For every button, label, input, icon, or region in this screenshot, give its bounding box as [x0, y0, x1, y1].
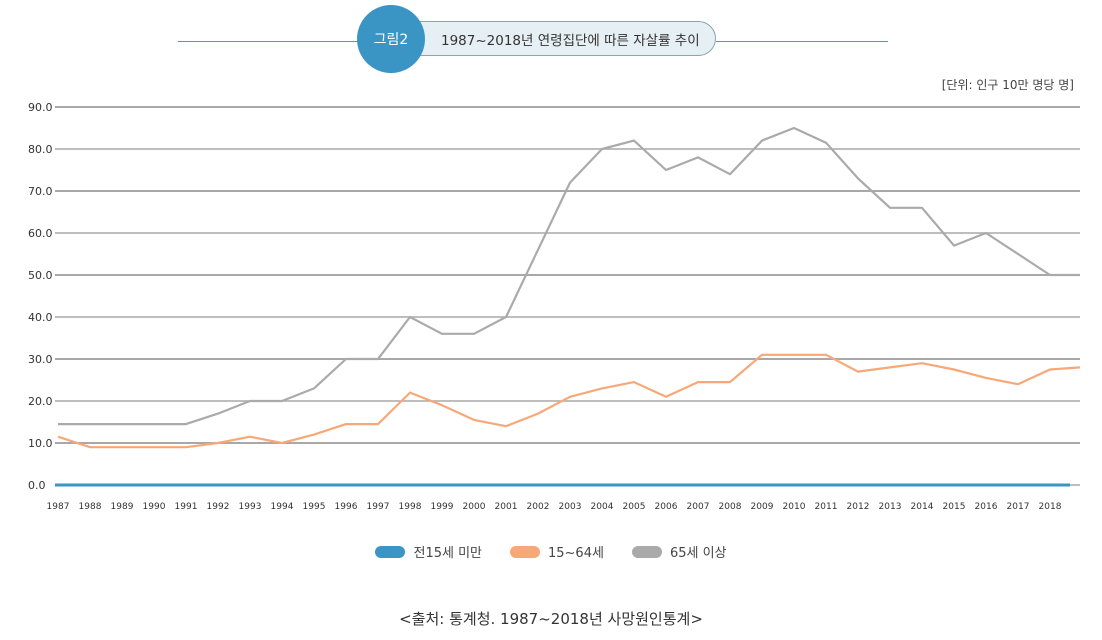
x-tick-label: 1987 [47, 502, 70, 512]
y-tick-label: 50.0 [28, 269, 53, 282]
x-tick-label: 2017 [1007, 502, 1030, 512]
x-tick-label: 1997 [367, 502, 390, 512]
y-tick-label: 80.0 [28, 143, 53, 156]
x-tick-label: 1990 [143, 502, 166, 512]
x-tick-label: 1993 [239, 502, 262, 512]
y-tick-label: 60.0 [28, 227, 53, 240]
legend-item: 전15세 미만 [375, 542, 482, 561]
x-tick-label: 2013 [879, 502, 902, 512]
y-tick-label: 30.0 [28, 353, 53, 366]
legend-swatch [510, 545, 540, 558]
line-chart: 0.0 10.0 20.0 30.0 40.0 50.0 60.0 70.0 80.0 90.0 1… [28, 101, 1081, 512]
legend-swatch [631, 545, 662, 558]
x-tick-label: 2015 [943, 502, 966, 512]
x-tick-label: 1992 [207, 502, 230, 512]
x-tick-label: 2001 [495, 502, 518, 512]
legend-swatch [375, 545, 406, 558]
x-tick-label: 2014 [911, 502, 934, 512]
legend-label: 65세 이상 [669, 546, 727, 561]
y-tick-label: 40.0 [28, 311, 53, 324]
x-tick-label: 2003 [559, 502, 582, 512]
x-tick-label: 2000 [463, 502, 486, 512]
legend-label: 전15세 미만 [413, 546, 482, 561]
y-tick-label: 10.0 [28, 437, 53, 450]
x-tick-label: 1994 [271, 502, 294, 512]
x-tick-label: 1995 [303, 502, 326, 512]
source-note: <출처: 통계청. 1987~2018년 사망원인통계> [399, 610, 703, 628]
x-tick-label: 1989 [111, 502, 134, 512]
x-tick-label: 2005 [623, 502, 646, 512]
y-tick-label: 20.0 [28, 395, 53, 408]
x-tick-label: 2011 [815, 502, 838, 512]
series-line-2 [58, 126, 1080, 426]
legend: 전15세 미만 15~64세 65세 이상 [0, 542, 1102, 561]
x-tick-label: 1996 [335, 502, 358, 512]
y-tick-label: 70.0 [28, 185, 53, 198]
x-tick-label: 2009 [751, 502, 774, 512]
chart-title: 1987~2018년 연령집단에 따른 자살률 추이 [400, 21, 716, 56]
x-tick-label: 2018 [1039, 502, 1062, 512]
legend-label: 15~64세 [548, 546, 604, 561]
x-tick-label: 1991 [175, 502, 198, 512]
x-tick-label: 2010 [783, 502, 806, 512]
x-tick-label: 2007 [687, 502, 710, 512]
title-rule-left [178, 41, 368, 42]
unit-label: [단위: 인구 10만 명당 명] [941, 78, 1074, 92]
legend-item: 65세 이상 [631, 542, 727, 561]
x-tick-label: 2016 [975, 502, 998, 512]
x-tick-label: 1998 [399, 502, 422, 512]
y-tick-label: 0.0 [28, 479, 46, 492]
title-rule-right [716, 41, 888, 42]
series-line-1 [57, 353, 1081, 449]
x-tick-label: 1999 [431, 502, 454, 512]
x-tick-label: 2006 [655, 502, 678, 512]
x-tick-label: 2002 [527, 502, 550, 512]
y-tick-label: 90.0 [28, 101, 53, 114]
x-tick-label: 2008 [719, 502, 742, 512]
figure-badge: 그림2 [357, 5, 425, 73]
x-tick-label: 2012 [847, 502, 870, 512]
x-tick-label: 2004 [591, 502, 614, 512]
legend-item: 15~64세 [510, 542, 604, 561]
x-tick-label: 1988 [79, 502, 102, 512]
